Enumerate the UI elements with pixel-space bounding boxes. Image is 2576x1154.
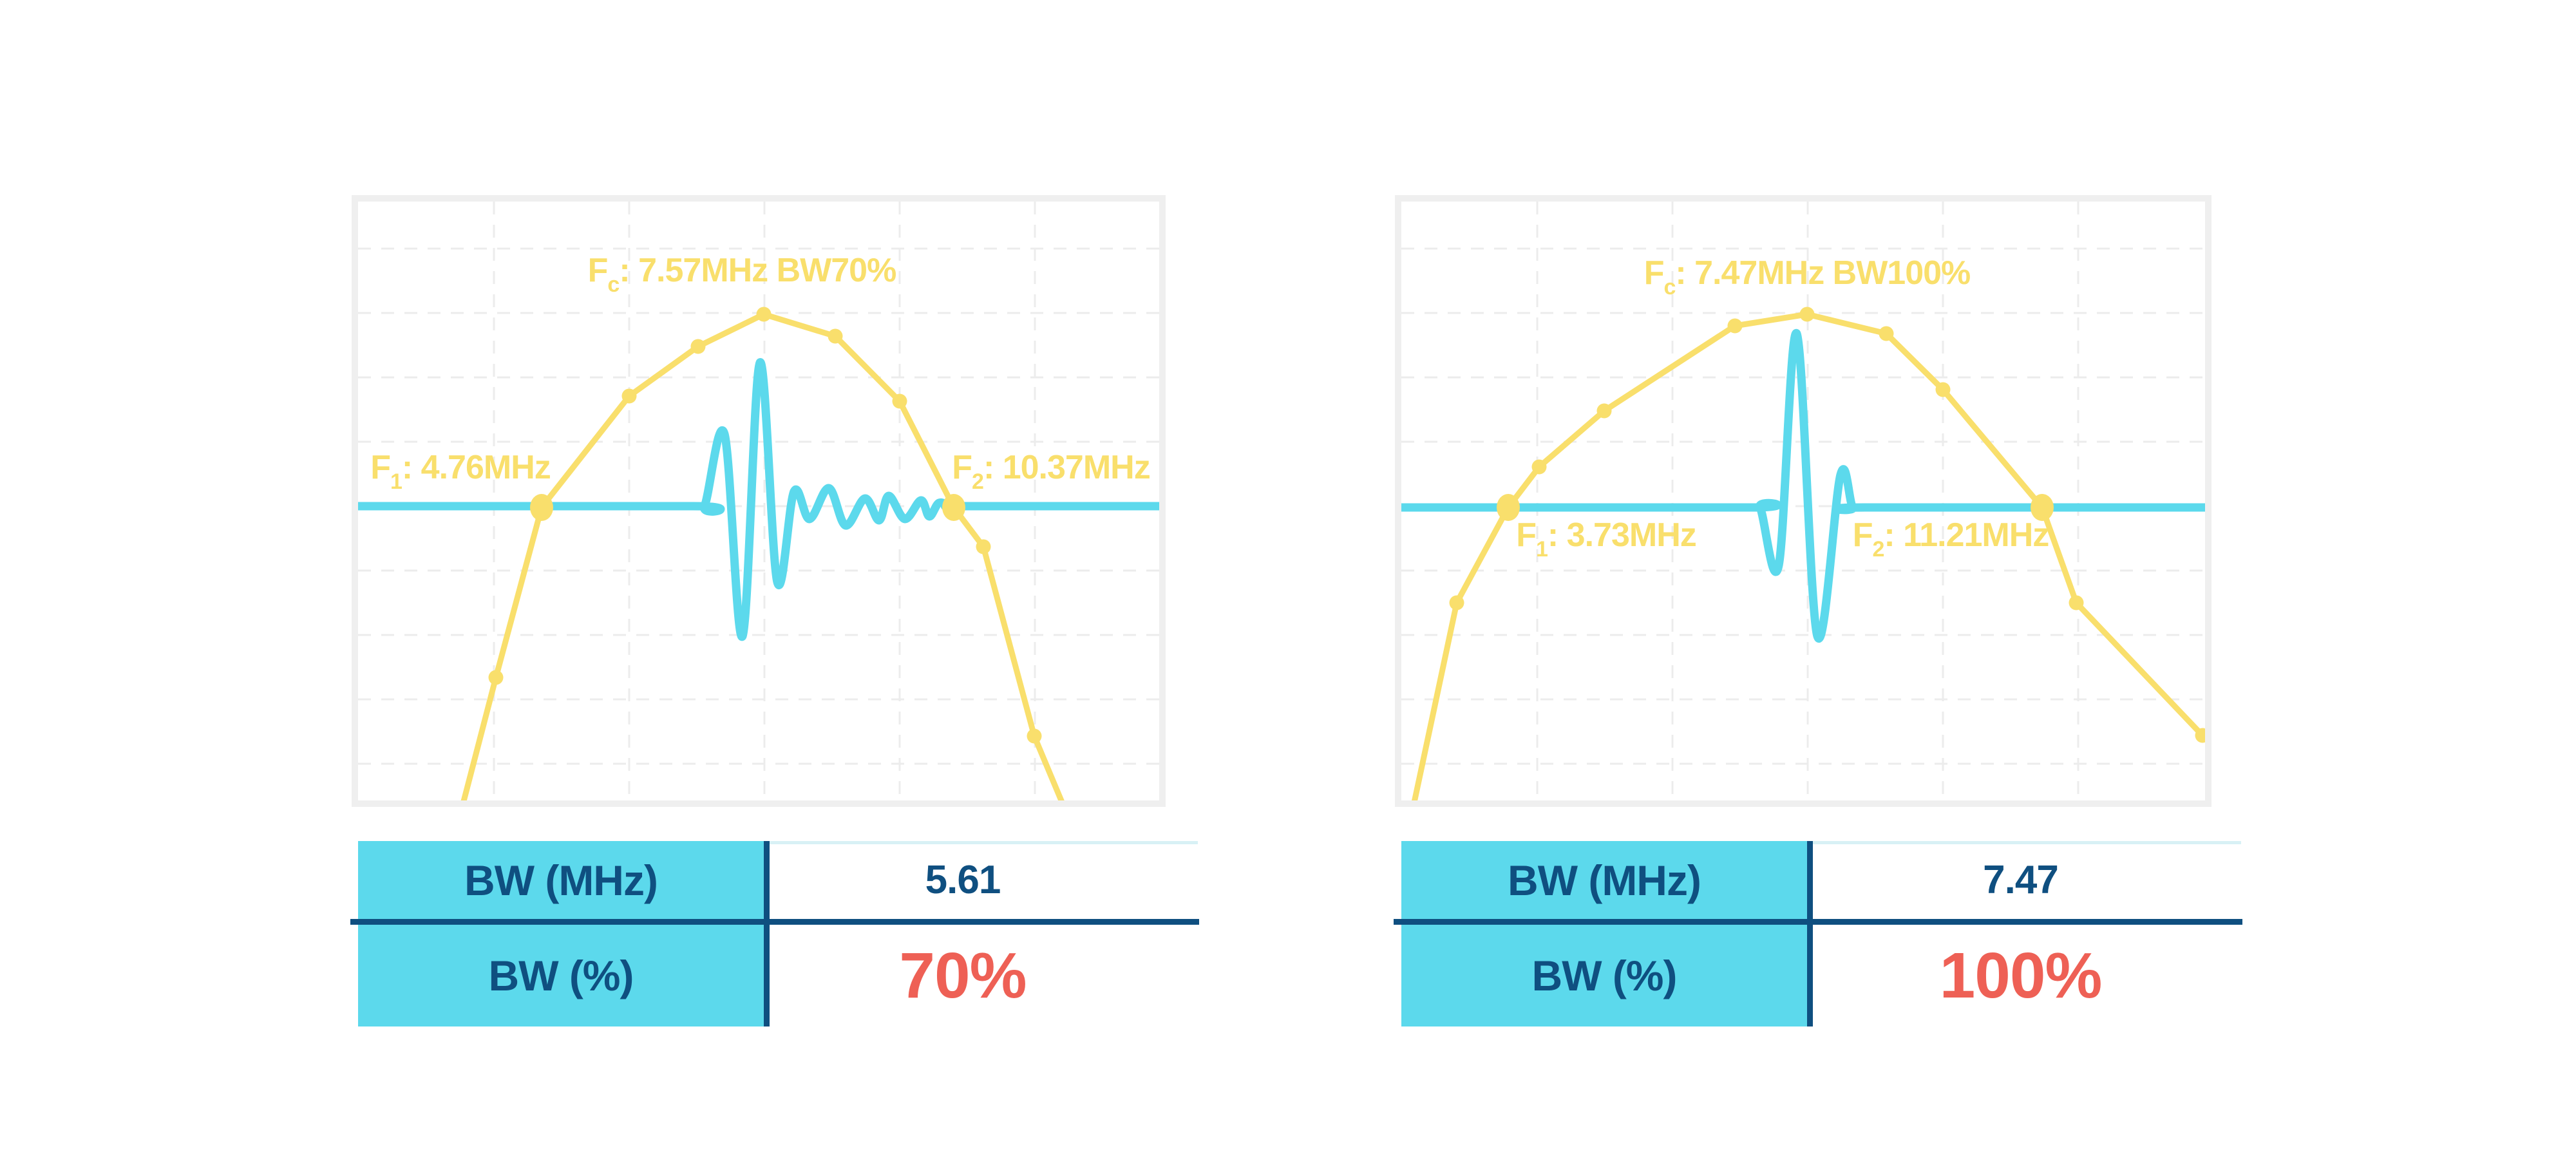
left-table-row-divider bbox=[350, 919, 1199, 925]
data-point-marker bbox=[892, 393, 907, 409]
data-point-marker bbox=[2195, 728, 2205, 743]
spectrum-markers bbox=[488, 307, 1042, 744]
frequency-annotation: F2: 10.37MHz bbox=[952, 449, 1150, 494]
data-point-marker bbox=[1727, 318, 1743, 334]
cutoff-frequency-marker bbox=[1497, 494, 1520, 521]
left-table-label-bw-percent: BW (%) bbox=[488, 952, 634, 999]
frequency-annotation: Fc: 7.57MHz BW70% bbox=[588, 252, 896, 297]
data-point-marker bbox=[690, 339, 706, 354]
right-table-label-bw-percent: BW (%) bbox=[1531, 952, 1678, 999]
left-table-label-bw-mhz: BW (MHz) bbox=[464, 856, 658, 904]
left-spectrum-pulse-chart: Fc: 7.57MHz BW70% F1: 4.76MHz F2: 10.37MHz bbox=[358, 202, 1159, 800]
right-table-row-divider bbox=[1394, 919, 2242, 925]
right-table-header-cell bbox=[1401, 841, 1807, 1026]
right-spectrum-pulse-chart: Fc: 7.47MHz BW100% F1: 3.73MHz F2: 11.21MH… bbox=[1401, 202, 2205, 800]
data-point-marker bbox=[976, 539, 991, 554]
data-point-marker bbox=[488, 670, 504, 685]
data-point-marker bbox=[1799, 307, 1815, 322]
left-table-value-bw-mhz: 5.61 bbox=[925, 858, 1001, 902]
pulse-waveform bbox=[358, 358, 1159, 641]
data-point-marker bbox=[756, 307, 772, 322]
cutoff-frequency-marker bbox=[942, 494, 965, 521]
data-point-marker bbox=[621, 388, 637, 404]
pulse-waveform bbox=[1401, 329, 2205, 643]
right-table-value-bw-percent: 100% bbox=[1939, 939, 2103, 1012]
cutoff-frequency-marker bbox=[2031, 494, 2054, 521]
spectrum-curve bbox=[460, 311, 1065, 800]
data-point-marker bbox=[1027, 728, 1042, 744]
left-table-header-cell bbox=[358, 841, 764, 1026]
data-point-marker bbox=[828, 328, 843, 344]
spectrum-curve bbox=[1412, 311, 2205, 800]
frequency-annotation: F1: 3.73MHz bbox=[1516, 516, 1696, 562]
right-table-value-bw-mhz: 7.47 bbox=[1983, 858, 2059, 902]
data-point-marker bbox=[1596, 403, 1612, 419]
data-point-marker bbox=[1531, 459, 1547, 475]
data-point-marker bbox=[1935, 382, 1951, 397]
frequency-annotation: F2: 11.21MHz bbox=[1853, 516, 2049, 562]
right-chart-frame: Fc: 7.47MHz BW100% F1: 3.73MHz F2: 11.21MH… bbox=[1395, 195, 2211, 807]
left-table-column-divider bbox=[764, 841, 770, 1026]
data-point-marker bbox=[1879, 326, 1894, 341]
spectrum-markers bbox=[1449, 307, 2205, 743]
frequency-annotation: F1: 4.76MHz bbox=[370, 449, 551, 494]
frequency-annotation: Fc: 7.47MHz BW100% bbox=[1644, 254, 1971, 299]
right-table-label-bw-mhz: BW (MHz) bbox=[1508, 856, 1701, 904]
data-point-marker bbox=[1449, 595, 1464, 610]
gridlines bbox=[358, 202, 1159, 800]
data-point-marker bbox=[2069, 595, 2084, 610]
left-chart-frame: Fc: 7.57MHz BW70% F1: 4.76MHz F2: 10.37MHz bbox=[352, 195, 1166, 807]
right-table-top-rule bbox=[1813, 841, 2241, 844]
left-table-value-bw-percent: 70% bbox=[899, 939, 1027, 1012]
left-table-top-rule bbox=[770, 841, 1198, 844]
cutoff-frequency-marker bbox=[530, 494, 553, 521]
right-table-column-divider bbox=[1807, 841, 1813, 1026]
